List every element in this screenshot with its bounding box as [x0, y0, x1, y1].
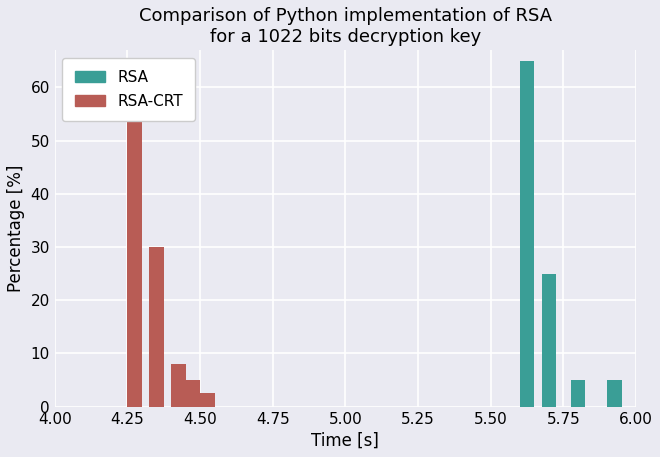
Bar [127, 114, 142, 407]
Title: Comparison of Python implementation of RSA
for a 1022 bits decryption key: Comparison of Python implementation of R… [139, 7, 552, 46]
Bar [171, 364, 185, 407]
Bar [185, 380, 200, 407]
Bar [520, 61, 535, 407]
Bar [571, 380, 585, 407]
Bar [542, 274, 556, 407]
Legend: RSA, RSA-CRT: RSA, RSA-CRT [63, 58, 195, 121]
Bar [200, 393, 214, 407]
Bar [607, 380, 622, 407]
Bar [149, 247, 164, 407]
X-axis label: Time [s]: Time [s] [312, 432, 380, 450]
Y-axis label: Percentage [%]: Percentage [%] [7, 165, 25, 292]
